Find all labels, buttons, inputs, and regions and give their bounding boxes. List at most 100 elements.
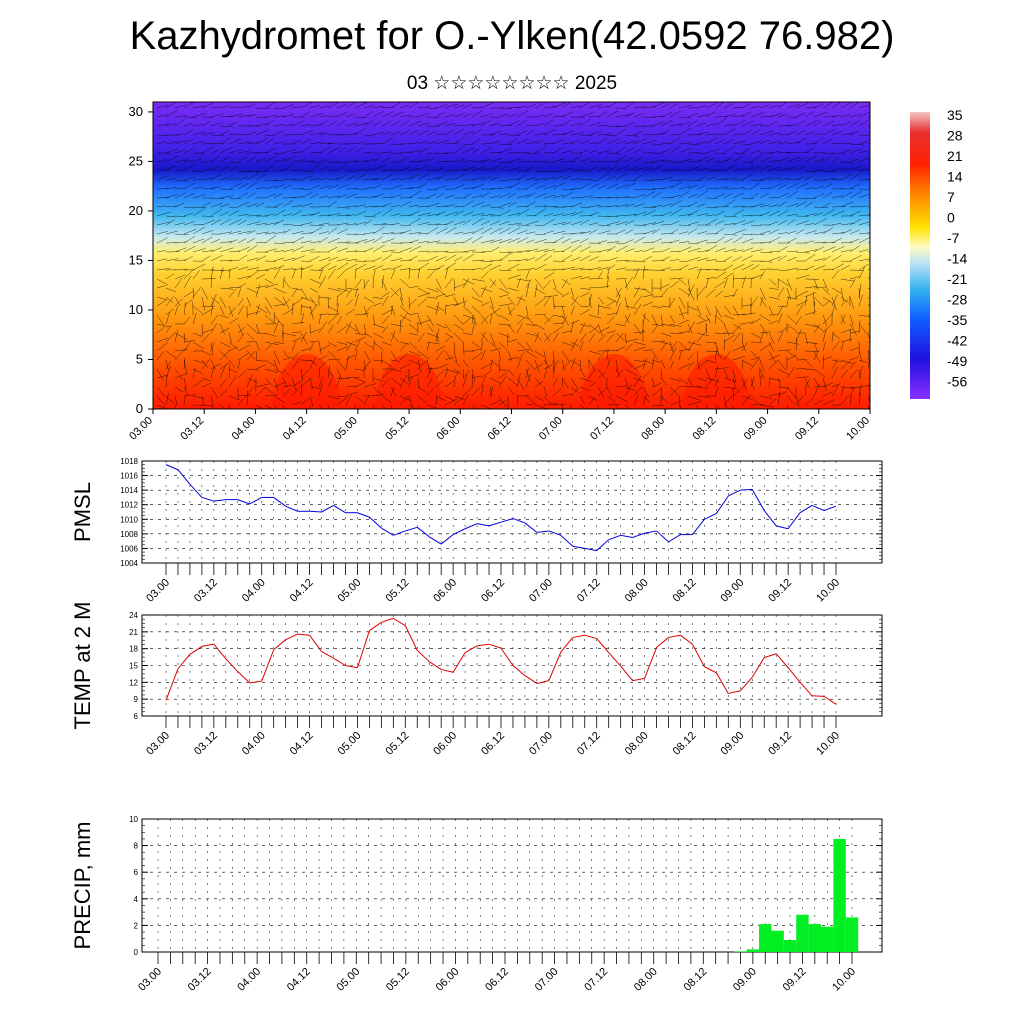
wind-barb [534, 350, 545, 358]
wind-barb [795, 220, 809, 226]
wind-barb [174, 247, 187, 253]
wind-barb [489, 279, 497, 289]
wind-barb [354, 368, 365, 371]
wind-barb [831, 358, 839, 370]
wind-barb [300, 102, 314, 109]
x-tick-label: 03.00 [127, 415, 155, 443]
wind-barb [606, 183, 619, 190]
wind-barb [705, 176, 715, 181]
wind-barb [651, 260, 665, 262]
wind-barb [417, 164, 429, 172]
wind-barb [210, 277, 213, 289]
wind-barb [696, 332, 705, 343]
wind-barb [372, 120, 382, 127]
wind-barb [741, 143, 752, 145]
wind-barb [534, 233, 546, 235]
wind-barb [840, 241, 853, 244]
wind-barb [363, 332, 373, 338]
wind-barb [489, 227, 503, 235]
wind-barb [435, 133, 446, 136]
wind-barb [273, 404, 278, 409]
wind-barb [408, 204, 419, 208]
wind-barb [669, 259, 680, 262]
wind-barb [615, 404, 619, 409]
wind-barb [444, 142, 459, 145]
wind-barb [201, 143, 215, 145]
wind-barb [795, 157, 806, 163]
wind-barb [822, 287, 830, 296]
wind-barb [705, 157, 715, 163]
series-segment [560, 534, 574, 547]
wind-barb [183, 123, 193, 127]
x-tick-label: 03.12 [178, 415, 206, 443]
wind-barb [858, 134, 869, 137]
wind-barb [165, 312, 171, 325]
wind-barb [858, 205, 869, 208]
y-tick-label: 6 [134, 712, 139, 721]
wind-barb [183, 332, 186, 344]
series-segment [500, 647, 514, 666]
wind-barb [498, 350, 501, 361]
wind-barb [642, 247, 655, 253]
wind-barb [642, 349, 654, 352]
wind-barb [552, 377, 558, 388]
wind-barb [282, 298, 291, 307]
wind-barb [858, 320, 861, 334]
wind-barb [660, 323, 675, 327]
wind-barb [525, 403, 537, 406]
wind-barb [390, 131, 401, 136]
wind-barb [228, 138, 242, 145]
wind-barb [174, 404, 176, 409]
wind-barb [606, 300, 616, 307]
wind-barb [678, 104, 692, 109]
wind-barb [804, 253, 816, 262]
wind-barb [282, 332, 297, 337]
wind-barb [543, 128, 556, 136]
wind-barb [372, 193, 384, 199]
wind-barb [309, 132, 323, 136]
wind-barb [786, 386, 795, 397]
precip-bar [833, 838, 846, 952]
wind-barb [669, 103, 678, 109]
wind-barb [327, 313, 341, 316]
wind-barb [174, 298, 183, 307]
wind-barb [714, 305, 722, 318]
wind-barb [318, 344, 331, 352]
wind-barb [453, 136, 466, 145]
series-segment [620, 665, 633, 681]
wind-barb [750, 356, 761, 361]
wind-barb [714, 271, 727, 280]
wind-barb [552, 138, 564, 145]
wind-barb [345, 377, 360, 379]
wind-barb [570, 267, 584, 271]
wind-barb [381, 254, 393, 262]
wind-barb [759, 139, 770, 145]
wind-barb [624, 220, 635, 226]
wind-barb [273, 359, 279, 371]
wind-barb [687, 193, 698, 199]
wind-barb [768, 166, 780, 172]
wind-barb [579, 140, 590, 145]
wind-barb [525, 374, 531, 388]
wind-barb [768, 268, 779, 271]
wind-barb [813, 286, 827, 289]
wind-barb [642, 370, 651, 379]
wind-barb [516, 120, 527, 127]
wind-barb [255, 332, 267, 334]
wind-barb [552, 147, 564, 154]
wind-barb [156, 299, 167, 307]
y-tick-label: 24 [129, 611, 138, 620]
y-tick-label: 1014 [120, 486, 138, 495]
wind-barb [525, 332, 536, 336]
wind-barb [255, 364, 266, 370]
wind-barb [516, 194, 531, 199]
wind-barb [552, 194, 565, 199]
wind-barb [732, 140, 747, 145]
wind-barb [696, 250, 710, 253]
wind-barb [777, 134, 789, 136]
wind-barb [651, 377, 655, 387]
wind-barb [543, 333, 552, 343]
wind-barb [192, 368, 196, 379]
wind-barb [534, 132, 548, 136]
wind-barb [453, 256, 463, 262]
